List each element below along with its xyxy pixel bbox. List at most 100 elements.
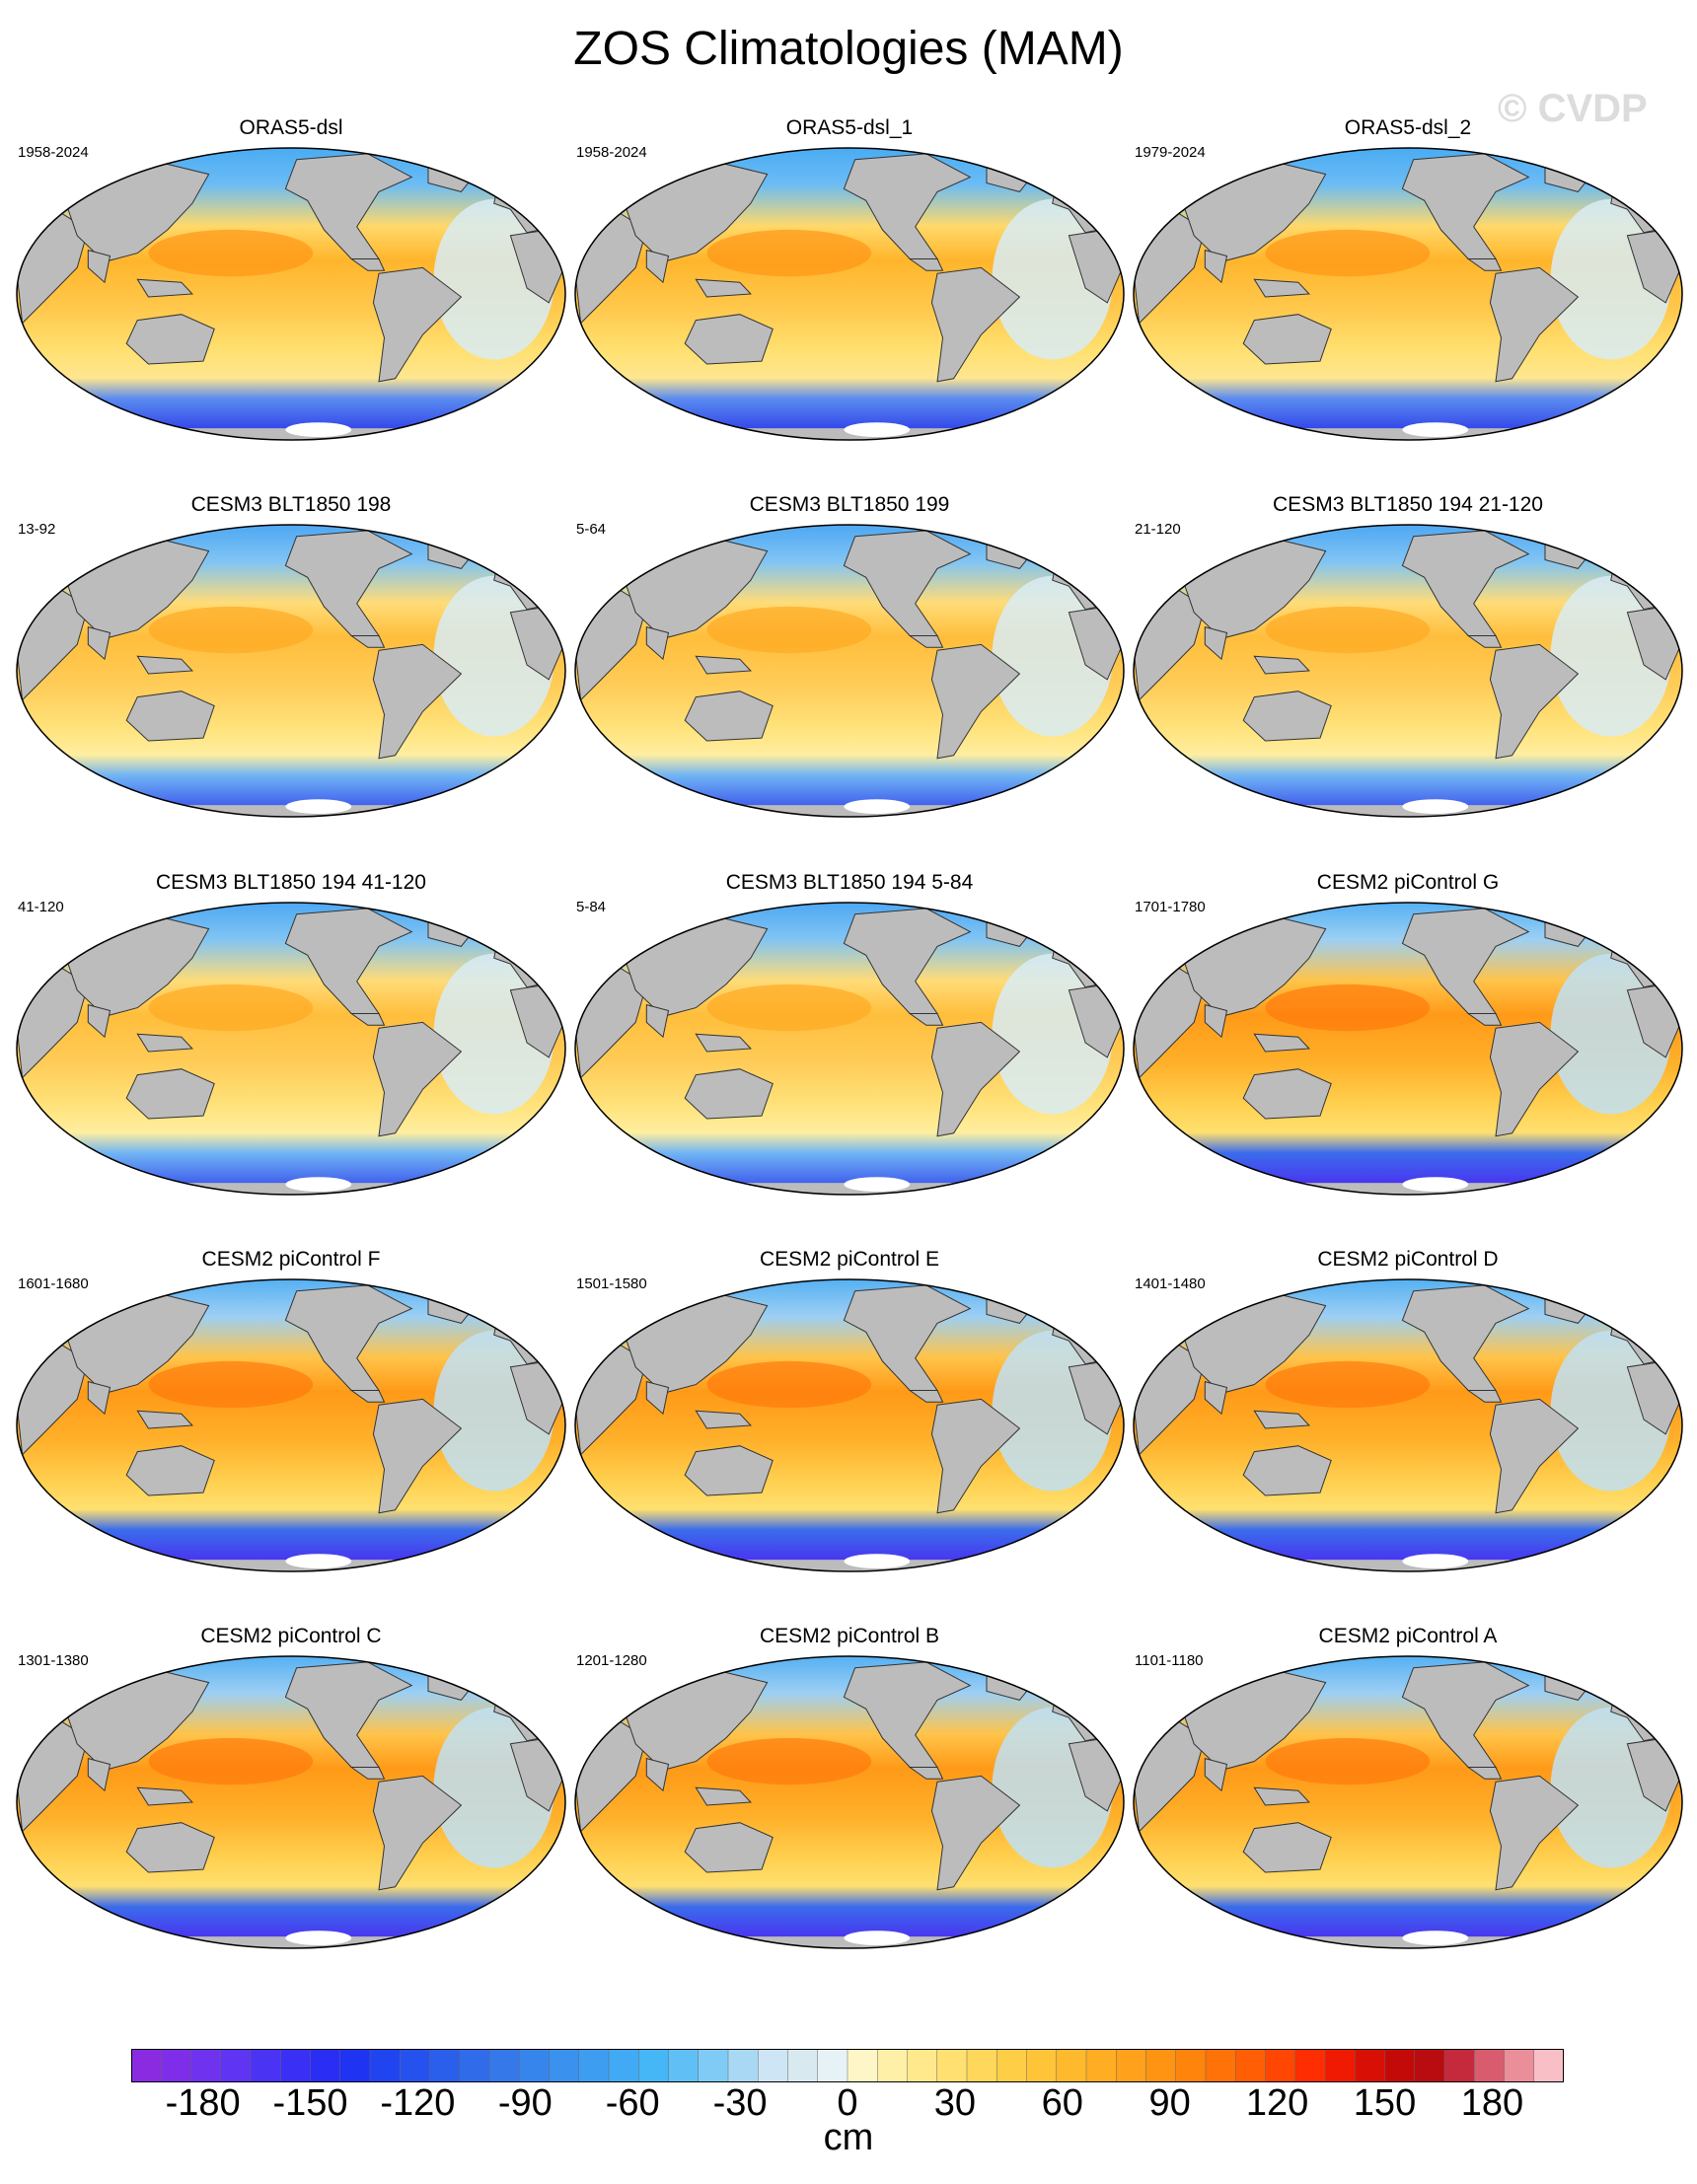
map-border <box>1133 1278 1683 1572</box>
panel-period: 1201-1280 <box>576 1652 647 1669</box>
west-pacific-warm-pool <box>1265 983 1431 1032</box>
map-panel: CESM3 BLT1850 194 5-84 5-84 <box>568 871 1131 1236</box>
indonesia-land <box>1253 1786 1310 1806</box>
map-panel: CESM2 piControl C 1301-1380 <box>10 1625 572 1990</box>
antarctica-land <box>575 1183 1124 1195</box>
zos-map <box>1133 1278 1683 1572</box>
colorbar-swatch <box>220 2049 252 2082</box>
map-border <box>574 1655 1125 1949</box>
panel-period: 1101-1180 <box>1135 1652 1204 1669</box>
south-america-land <box>372 643 463 760</box>
indonesia-land <box>695 655 752 675</box>
map-border <box>16 902 566 1196</box>
indonesia-land <box>136 1786 193 1806</box>
colorbar-tick-label: 180 <box>1460 2082 1524 2124</box>
central-america-land <box>908 258 944 271</box>
panel-period: 1958-2024 <box>576 144 647 161</box>
map-panel: CESM2 piControl D 1401-1480 <box>1127 1248 1689 1613</box>
panel-title: CESM3 BLT1850 199 <box>749 493 950 516</box>
australia-land <box>1242 1445 1332 1496</box>
panel-title: CESM2 piControl A <box>1318 1625 1498 1647</box>
ice-shelf <box>285 1177 352 1193</box>
colorbar-swatch <box>161 2049 192 2082</box>
map-panel: CESM2 piControl G 1701-1780 <box>1127 871 1689 1236</box>
zos-map <box>574 1655 1125 1949</box>
australia-land <box>1242 1068 1332 1120</box>
west-pacific-warm-pool <box>706 1737 872 1785</box>
map-panel: CESM3 BLT1850 199 5-64 <box>568 493 1131 858</box>
panel-title: CESM2 piControl B <box>759 1625 940 1647</box>
map-border <box>1133 147 1683 441</box>
colorbar-tick-label: 120 <box>1245 2082 1309 2124</box>
antarctica-land <box>575 1560 1124 1571</box>
colorbar-swatch <box>1384 2049 1416 2082</box>
antarctica-land <box>1134 1936 1682 1948</box>
indonesia-land <box>1253 1033 1310 1053</box>
india-land <box>1204 249 1228 284</box>
map-border <box>16 1278 566 1572</box>
west-pacific-warm-pool <box>1265 606 1431 654</box>
panel-period: 1501-1580 <box>576 1275 647 1292</box>
south-america-land <box>930 266 1021 383</box>
panel-period: 1958-2024 <box>18 144 89 161</box>
colorbar-swatch <box>1414 2049 1445 2082</box>
central-america-land <box>908 1767 944 1780</box>
west-pacific-warm-pool <box>148 229 314 277</box>
ice-shelf <box>1402 1930 1469 1946</box>
india-land <box>645 1757 670 1792</box>
map-panel: CESM3 BLT1850 194 21-120 21-120 <box>1127 493 1689 858</box>
india-land <box>645 249 670 284</box>
central-america-land <box>908 1390 944 1403</box>
panel-title: CESM2 piControl C <box>200 1625 382 1647</box>
indonesia-land <box>695 1033 752 1053</box>
ice-shelf <box>285 1554 352 1569</box>
colorbar-swatch <box>1116 2049 1147 2082</box>
antarctica-land <box>1134 805 1682 817</box>
central-america-land <box>349 1390 386 1403</box>
colorbar-swatch <box>310 2049 341 2082</box>
west-pacific-warm-pool <box>148 1737 314 1785</box>
india-land <box>87 625 111 661</box>
colorbar-swatch <box>787 2049 819 2082</box>
india-land <box>1204 625 1228 661</box>
colorbar-tick-label: 90 <box>1148 2082 1191 2124</box>
panel-title: CESM2 piControl G <box>1316 871 1500 894</box>
antarctica-land <box>17 1936 565 1948</box>
map-panel: ORAS5-dsl_1 1958-2024 <box>568 116 1131 481</box>
australia-land <box>125 1822 215 1873</box>
ice-shelf <box>844 422 911 438</box>
zos-map <box>574 902 1125 1196</box>
zos-map <box>16 1278 566 1572</box>
south-america-land <box>930 1021 1021 1137</box>
west-pacific-warm-pool <box>1265 1360 1431 1409</box>
colorbar-tick-label: -30 <box>712 2082 768 2124</box>
map-border <box>1133 524 1683 818</box>
indonesia-land <box>695 1410 752 1429</box>
colorbar-swatch <box>1235 2049 1267 2082</box>
australia-land <box>125 1445 215 1496</box>
colorbar-swatch <box>668 2049 700 2082</box>
colorbar-swatch <box>190 2049 222 2082</box>
antarctica-land <box>17 428 565 440</box>
antarctica-land <box>1134 1560 1682 1571</box>
india-land <box>87 1757 111 1792</box>
panel-period: 21-120 <box>1135 521 1181 538</box>
ice-shelf <box>1402 799 1469 815</box>
south-america-land <box>372 266 463 383</box>
indonesia-land <box>695 1786 752 1806</box>
west-pacific-warm-pool <box>706 606 872 654</box>
colorbar-swatch <box>578 2049 610 2082</box>
panel-period: 13-92 <box>18 521 56 538</box>
colorbar-swatch <box>936 2049 968 2082</box>
map-border <box>1133 1655 1683 1949</box>
map-panel: CESM2 piControl B 1201-1280 <box>568 1625 1131 1990</box>
panel-title: CESM2 piControl D <box>1317 1248 1499 1271</box>
west-pacific-warm-pool <box>706 229 872 277</box>
antarctica-land <box>1134 428 1682 440</box>
indonesia-land <box>136 1033 193 1053</box>
colorbar-swatch <box>400 2049 431 2082</box>
central-america-land <box>349 635 386 648</box>
panel-title: ORAS5-dsl_1 <box>785 116 914 139</box>
central-america-land <box>1466 1013 1503 1026</box>
west-pacific-warm-pool <box>148 1360 314 1409</box>
